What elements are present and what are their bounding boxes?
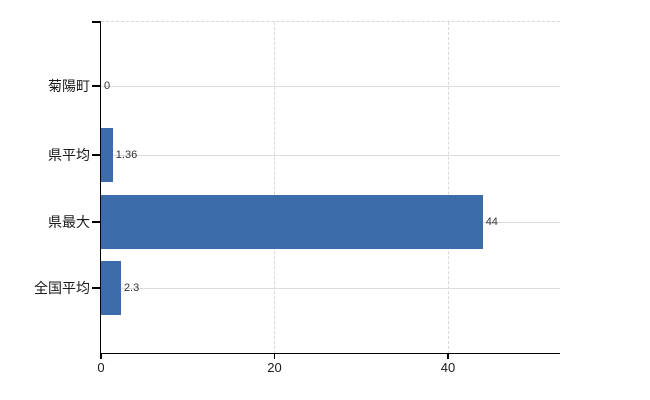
x-tick-label: 0 (97, 360, 105, 375)
v-gridline (274, 22, 275, 354)
v-gridline (447, 22, 449, 354)
value-label: 1.36 (115, 149, 138, 161)
x-tick (273, 354, 276, 359)
bar (101, 128, 113, 182)
x-tick-label: 40 (440, 360, 456, 375)
y-tick (92, 85, 100, 87)
y-tick (92, 154, 100, 156)
h-gridline (101, 155, 560, 156)
category-label: 県最大 (48, 214, 90, 230)
bar (101, 261, 121, 315)
y-tick (92, 287, 100, 289)
x-axis-line (99, 352, 560, 354)
plot-top-border (101, 21, 560, 22)
category-label: 県平均 (48, 147, 90, 163)
value-label: 2.3 (123, 282, 140, 294)
x-tick (447, 354, 449, 359)
y-axis-line (99, 21, 101, 356)
h-gridline (101, 86, 560, 87)
category-label: 菊陽町 (48, 78, 90, 94)
value-label: 0 (104, 80, 111, 92)
bar (101, 195, 483, 249)
x-tick (100, 354, 102, 359)
category-label: 全国平均 (34, 280, 90, 296)
x-tick-label: 20 (267, 360, 282, 375)
y-tick (92, 21, 100, 23)
value-label: 44 (485, 216, 498, 228)
y-tick (92, 221, 100, 223)
h-gridline (101, 288, 560, 289)
